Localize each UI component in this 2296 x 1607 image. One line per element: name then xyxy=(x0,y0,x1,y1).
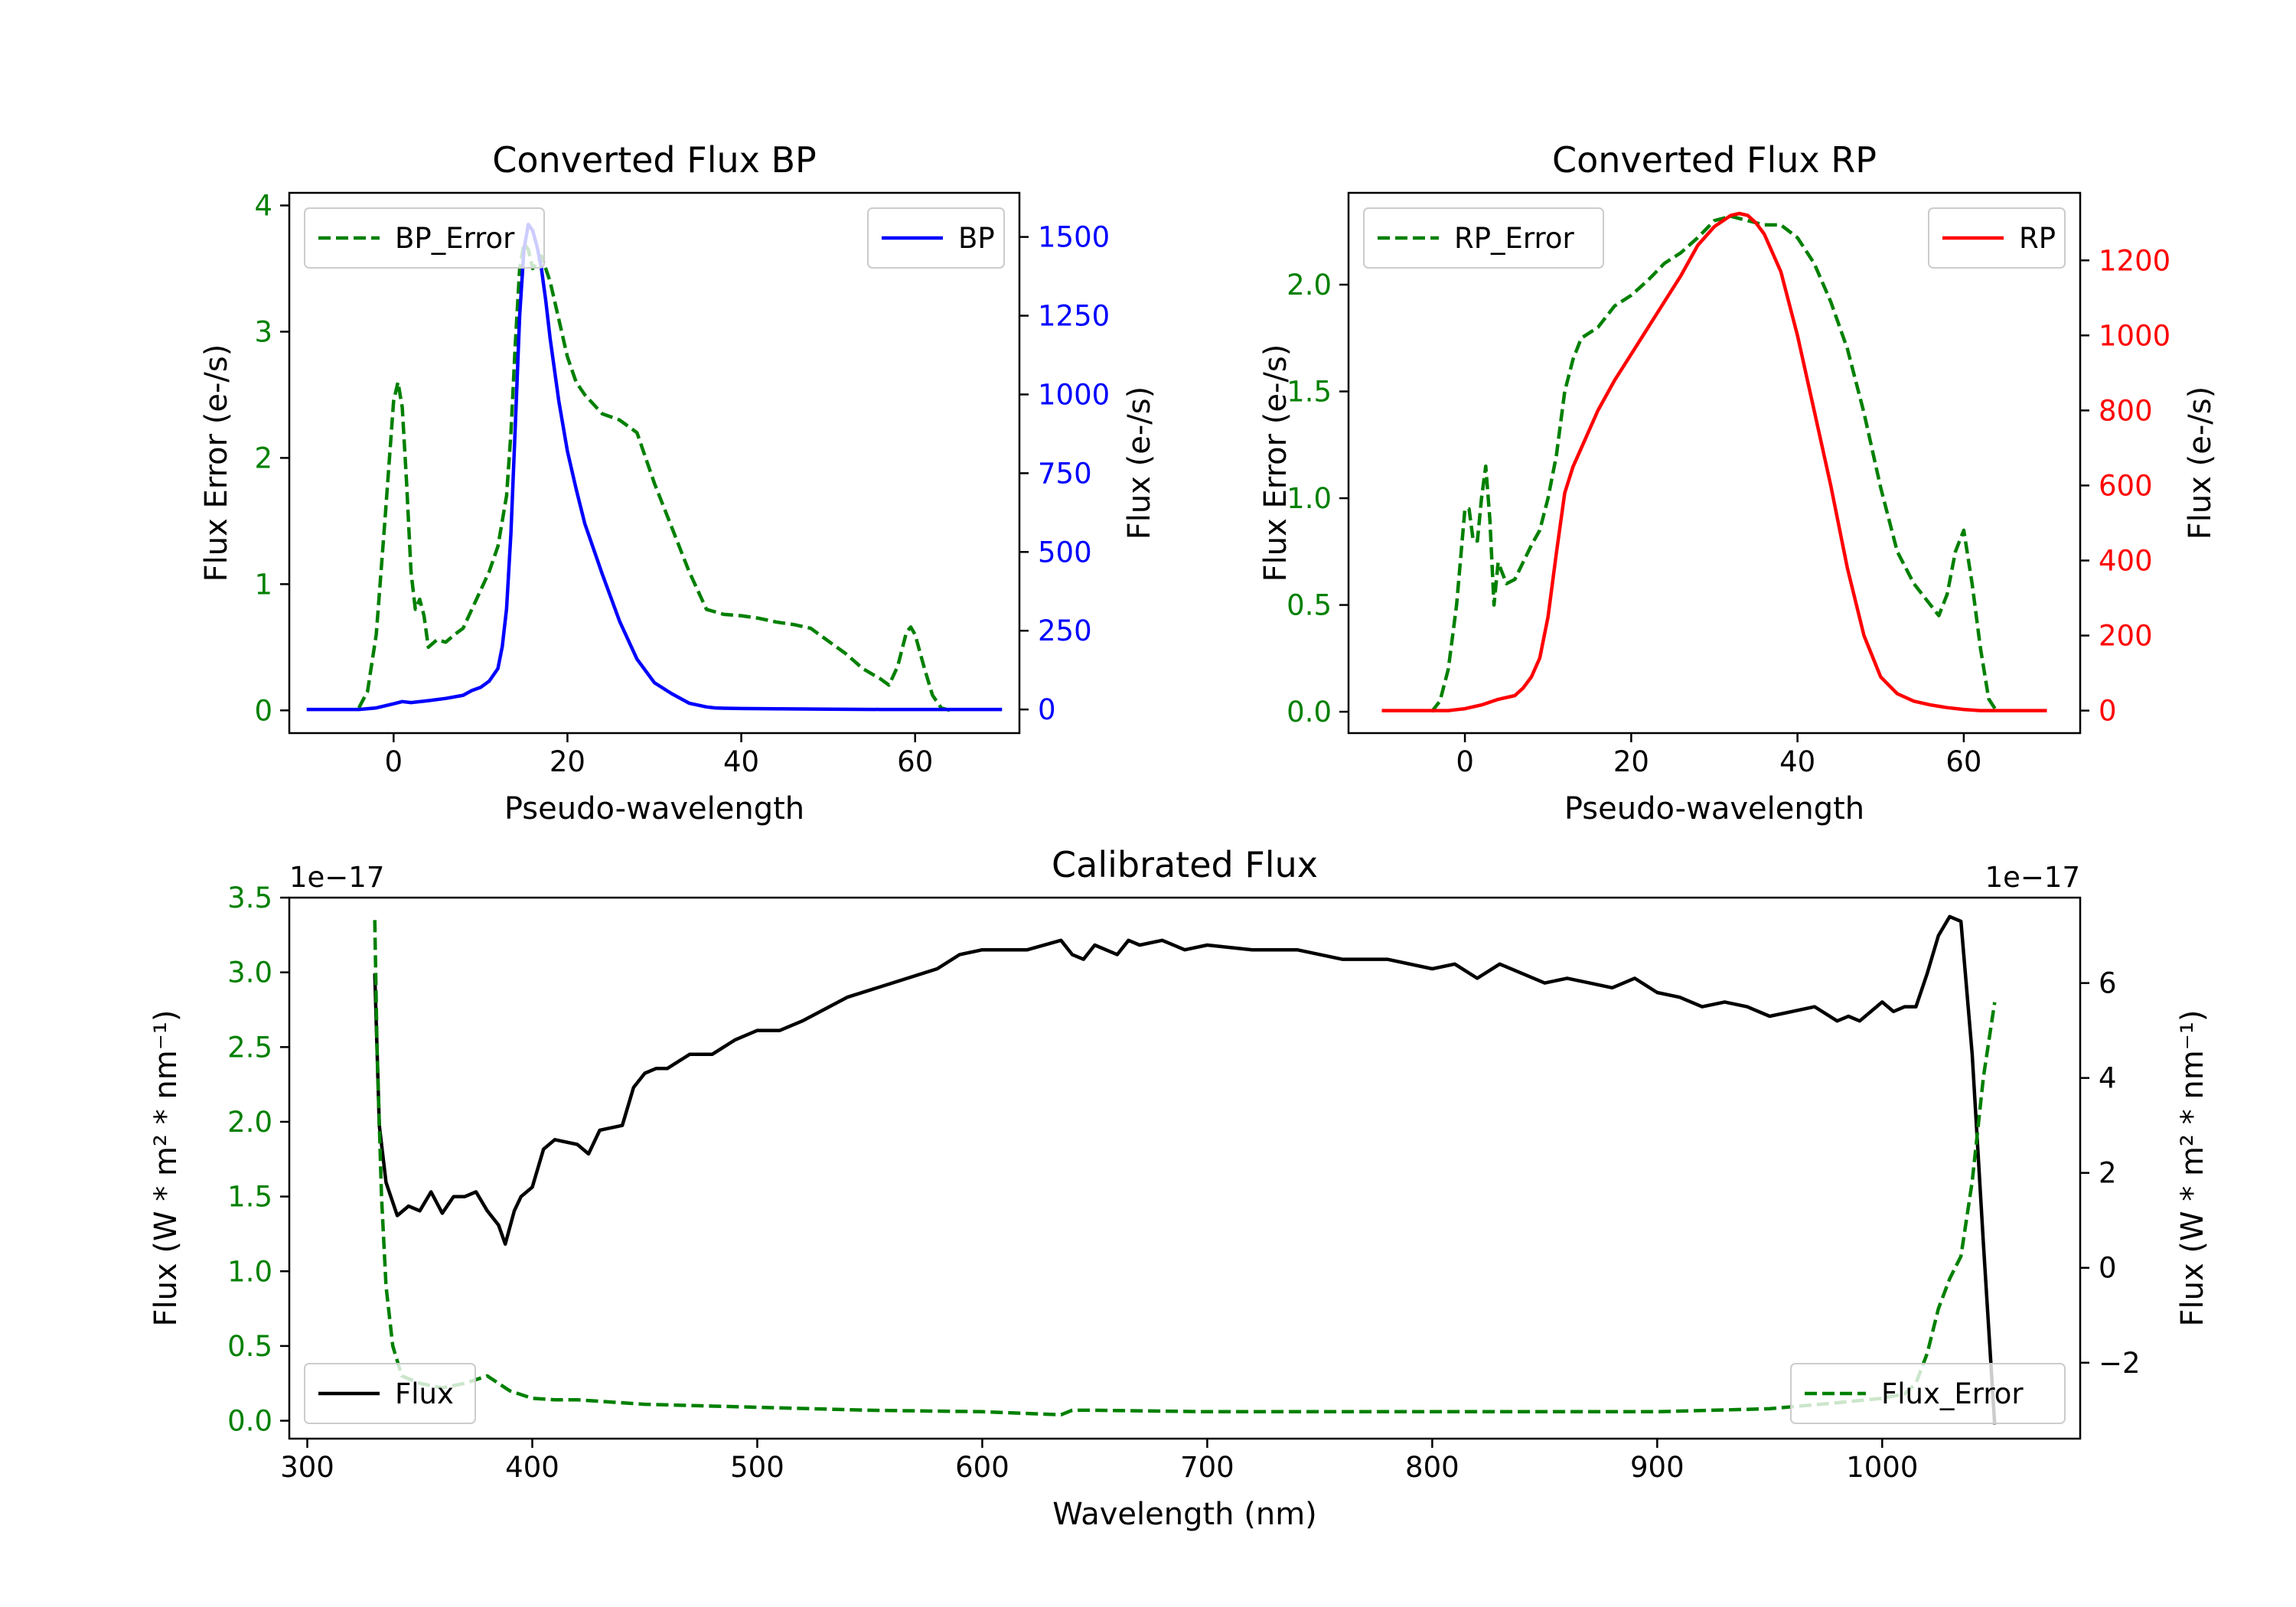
y-left-tick-label: 0 xyxy=(254,694,272,727)
x-tick-label: 900 xyxy=(1630,1451,1684,1484)
x-tick-label: 0 xyxy=(385,745,403,778)
plot-frame xyxy=(288,191,1021,735)
y-right-tick-label: 250 xyxy=(1038,614,1092,647)
legend-label: Flux_Error xyxy=(1881,1377,2024,1410)
x-tick-label: 40 xyxy=(1779,745,1815,778)
legend-label: RP_Error xyxy=(1454,222,1574,255)
x-tick-label: 400 xyxy=(505,1451,559,1484)
y-right-tick-label: 750 xyxy=(1038,457,1092,490)
y-left-tick-label: 3 xyxy=(254,315,272,348)
y-right-axis-label: Flux (e-/s) xyxy=(2183,386,2218,539)
y-right-tick-label: 1500 xyxy=(1038,221,1110,254)
y-left-tick-label: 0.0 xyxy=(1287,696,1332,729)
series-line-bp-error xyxy=(357,241,951,712)
series-line-flux-error xyxy=(373,920,1997,1417)
y-left-axis-label: Flux Error (e-/s) xyxy=(1258,344,1293,582)
y-right-tick-label: 400 xyxy=(2099,544,2153,577)
x-tick-label: 800 xyxy=(1405,1451,1459,1484)
legend-box xyxy=(304,207,545,269)
y-left-tick-label: 4 xyxy=(254,189,272,222)
chart-title: Converted Flux BP xyxy=(492,139,817,181)
y-left-tick-label: 0.5 xyxy=(1287,589,1332,622)
legend-rp-error: RP_Error xyxy=(1363,207,1604,269)
y-left-tick-label: 1.0 xyxy=(227,1255,272,1288)
y-left-tick-label: 1 xyxy=(254,568,272,601)
legend-label: Flux xyxy=(395,1377,454,1410)
x-tick-label: 300 xyxy=(280,1451,334,1484)
plot-frame xyxy=(1347,191,2082,735)
left-offset-text: 1e−17 xyxy=(289,861,384,894)
chart-rp: 0 20 40 60 0.0 0.5 1.0 1.5 2.0 0 200 400 600 800 1000 1… xyxy=(1258,139,2218,826)
y-right-tick-label: 500 xyxy=(1038,536,1092,569)
legend-bp-error: BP_Error xyxy=(304,207,545,269)
chart-title: Calibrated Flux xyxy=(1052,844,1318,885)
x-tick-label: 20 xyxy=(1613,745,1649,778)
x-tick-label: 600 xyxy=(955,1451,1009,1484)
y-left-axis-label: Flux (W * m² * nm⁻¹) xyxy=(148,1010,184,1327)
x-axis-label: Pseudo-wavelength xyxy=(1564,791,1864,826)
plot-frame xyxy=(288,896,2082,1440)
y-left-tick-label: 2.0 xyxy=(1287,269,1332,302)
chart-bp: 0 20 40 60012340250500750100012501500Conver… xyxy=(199,139,1157,826)
y-right-tick-label: 2 xyxy=(2099,1157,2117,1190)
y-left-tick-label: 2.0 xyxy=(227,1106,272,1139)
legend-flux-error: Flux_Error xyxy=(1790,1363,2066,1424)
legend-box xyxy=(1363,207,1604,269)
y-right-tick-label: −2 xyxy=(2099,1347,2141,1380)
series-line-rp xyxy=(1381,211,2047,712)
y-right-axis-label: Flux (W * m² * nm⁻¹) xyxy=(2175,1010,2210,1327)
y-left-tick-label: 3.0 xyxy=(227,957,272,989)
y-right-tick-label: 0 xyxy=(1038,693,1056,726)
y-right-tick-label: 800 xyxy=(2099,394,2153,427)
right-offset-text: 1e−17 xyxy=(1985,861,2080,894)
x-axis-label: Wavelength (nm) xyxy=(1052,1497,1317,1532)
y-right-tick-label: 0 xyxy=(2099,695,2117,728)
legend-label: RP xyxy=(2019,222,2056,255)
x-tick-label: 0 xyxy=(1456,745,1474,778)
y-right-axis-label: Flux (e-/s) xyxy=(1122,386,1157,539)
series-line-flux xyxy=(373,914,1997,1425)
series-line-rp-error xyxy=(1430,214,1999,713)
y-right-tick-label: 1000 xyxy=(2099,319,2170,352)
series-line-bp xyxy=(306,222,1003,712)
legend-bp: BP xyxy=(867,207,1005,269)
legend-label: BP xyxy=(958,222,995,255)
x-axis-label: Pseudo-wavelength xyxy=(504,791,804,826)
y-right-tick-label: 0 xyxy=(2099,1252,2117,1285)
y-left-tick-label: 0.5 xyxy=(227,1330,272,1363)
y-left-tick-label: 2 xyxy=(254,442,272,474)
y-left-tick-label: 1.5 xyxy=(1287,376,1332,409)
x-tick-label: 500 xyxy=(730,1451,784,1484)
x-tick-label: 700 xyxy=(1180,1451,1234,1484)
legend-label: BP_Error xyxy=(395,222,515,255)
y-left-tick-label: 0.0 xyxy=(227,1405,272,1438)
y-left-tick-label: 3.5 xyxy=(227,882,272,914)
y-right-tick-label: 6 xyxy=(2099,967,2117,1000)
y-right-tick-label: 4 xyxy=(2099,1062,2117,1095)
x-tick-label: 60 xyxy=(897,745,933,778)
y-right-tick-label: 1250 xyxy=(1038,300,1110,333)
y-left-tick-label: 1.0 xyxy=(1287,482,1332,515)
y-left-axis-label: Flux Error (e-/s) xyxy=(199,344,234,582)
x-tick-label: 20 xyxy=(550,745,585,778)
y-right-tick-label: 200 xyxy=(2099,620,2153,653)
x-tick-label: 60 xyxy=(1945,745,1981,778)
y-left-tick-label: 2.5 xyxy=(227,1031,272,1064)
y-left-tick-label: 1.5 xyxy=(227,1181,272,1214)
legend-flux: Flux xyxy=(304,1363,476,1424)
y-right-tick-label: 1200 xyxy=(2099,244,2170,277)
y-right-tick-label: 600 xyxy=(2099,469,2153,502)
y-right-tick-label: 1000 xyxy=(1038,378,1110,411)
x-tick-label: 40 xyxy=(723,745,759,778)
legend-box xyxy=(1790,1363,2066,1424)
legend-box xyxy=(304,1363,476,1424)
chart-title: Converted Flux RP xyxy=(1552,139,1877,181)
x-tick-label: 1000 xyxy=(1846,1451,1918,1484)
chart-cal: 300 400 500 600 700 800 900 1000 0.0 0.5 1.0 1.5 2.0… xyxy=(148,844,2210,1532)
legend-rp: RP xyxy=(1928,207,2066,269)
